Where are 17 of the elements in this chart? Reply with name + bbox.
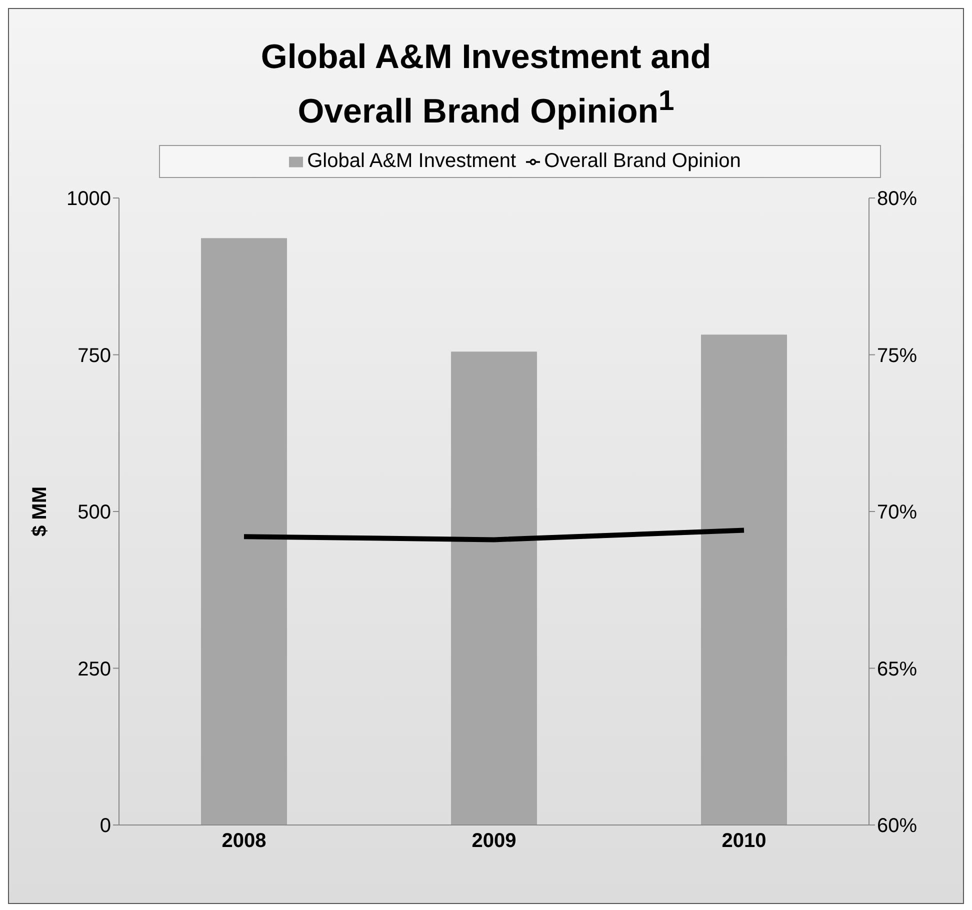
x-tick-label: 2009 — [472, 830, 516, 852]
y-tick-label: 250 — [78, 658, 111, 680]
y-axis-title: $ MM — [29, 486, 52, 536]
y2-tick-label: 65% — [877, 658, 918, 680]
y-tick-label: 750 — [78, 344, 111, 367]
y2-tick-label: 80% — [877, 188, 918, 210]
y2-tick-label: 70% — [877, 502, 918, 524]
y-tick-label: 500 — [78, 502, 111, 524]
chart-title: Global A&M Investment and Overall Brand Opinion$^{1}$ — [260, 38, 712, 130]
legend-label: Global A&M Investment — [307, 150, 516, 172]
y2-tick-label: 60% — [877, 815, 918, 838]
y-tick-label: 0 — [100, 815, 111, 838]
y-tick-label: 1000 — [66, 188, 111, 210]
x-tick-label: 2008 — [222, 830, 266, 852]
x-tick-label: 2010 — [722, 830, 766, 852]
y2-tick-label: 75% — [877, 344, 918, 367]
legend-label: Overall Brand Opinion — [544, 150, 741, 172]
